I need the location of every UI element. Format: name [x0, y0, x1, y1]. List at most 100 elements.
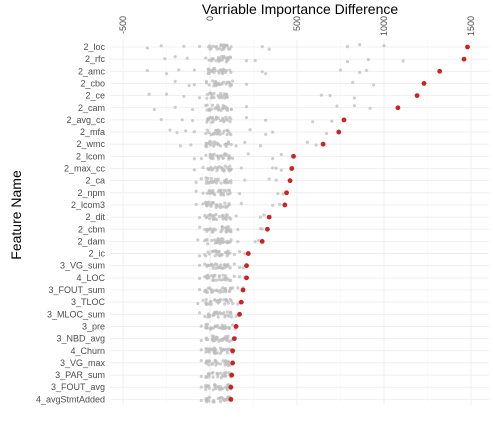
- jitter-point: [228, 289, 232, 293]
- jitter-point: [173, 55, 177, 59]
- jitter-point: [218, 362, 223, 366]
- highlight-point: [228, 396, 234, 402]
- highlight-point: [395, 105, 401, 111]
- jitter-point: [209, 140, 214, 145]
- y-tick-label: 2_lcom3: [71, 200, 105, 210]
- jitter-point: [184, 129, 188, 133]
- jitter-point: [224, 144, 228, 149]
- jitter-point: [311, 120, 315, 124]
- jitter-point: [211, 188, 215, 192]
- jitter-point: [210, 249, 214, 253]
- jitter-point: [219, 43, 223, 47]
- jitter-point: [212, 398, 216, 403]
- jitter-point: [207, 67, 211, 71]
- jitter-point: [225, 44, 229, 48]
- jitter-point: [224, 362, 229, 366]
- jitter-point: [204, 297, 208, 302]
- jitter-point: [244, 82, 249, 86]
- jitter-point: [216, 361, 220, 365]
- jitter-point: [152, 107, 156, 112]
- jitter-point: [218, 239, 222, 243]
- jitter-point: [209, 263, 213, 267]
- jitter-point: [224, 95, 229, 99]
- jitter-point: [208, 227, 213, 231]
- x-tick-label: 500: [292, 16, 302, 31]
- jitter-point: [271, 157, 275, 161]
- highlight-point: [237, 311, 242, 317]
- jitter-point: [218, 58, 223, 62]
- jitter-point: [213, 80, 218, 84]
- jitter-point: [204, 81, 209, 85]
- highlight-point: [461, 56, 467, 62]
- x-tick-label: 1500: [466, 16, 476, 36]
- jitter-point: [231, 301, 235, 306]
- jitter-point: [264, 132, 268, 136]
- jitter-point: [199, 177, 203, 181]
- highlight-point: [284, 190, 289, 196]
- jitter-point: [224, 274, 228, 278]
- jitter-point: [260, 227, 264, 231]
- jitter-point: [234, 214, 238, 218]
- jitter-point: [237, 249, 242, 254]
- grid-layer: [110, 40, 489, 405]
- highlight-point: [336, 129, 342, 135]
- jitter-point: [231, 286, 235, 290]
- jitter-point: [226, 140, 231, 144]
- jitter-point: [213, 238, 217, 242]
- jitter-point: [248, 128, 252, 132]
- jitter-point: [271, 203, 275, 207]
- jitter-point: [217, 157, 221, 161]
- jitter-point: [203, 239, 207, 243]
- jitter-point: [219, 166, 224, 170]
- jitter-point: [243, 252, 247, 256]
- highlight-point: [230, 348, 236, 354]
- jitter-point: [330, 119, 334, 123]
- jitter-point: [213, 228, 218, 232]
- jitter-point: [232, 274, 236, 278]
- jitter-point: [227, 326, 231, 331]
- jitter-point: [276, 191, 280, 196]
- y-tick-label: 3_VG_sum: [60, 261, 105, 271]
- jitter-point: [203, 213, 207, 218]
- x-tick-label: -500: [118, 16, 128, 34]
- jitter-point: [168, 128, 172, 132]
- jitter-point: [182, 44, 186, 49]
- highlight-point: [245, 251, 251, 256]
- y-tick-label: 2_cbo: [80, 78, 105, 88]
- jitter-point: [358, 43, 362, 47]
- jitter-point: [197, 254, 202, 258]
- jitter-point: [211, 201, 215, 205]
- jitter-point: [204, 176, 208, 180]
- jitter-point: [206, 71, 210, 76]
- jitter-point: [244, 104, 249, 109]
- jitter-point: [204, 336, 209, 340]
- jitter-point: [366, 58, 370, 62]
- jitter-point: [241, 266, 245, 270]
- jitter-point: [194, 180, 198, 184]
- jitter-point: [234, 314, 238, 318]
- jitter-point: [221, 398, 225, 402]
- jitter-point: [231, 79, 235, 83]
- highlight-point: [233, 324, 239, 329]
- jitter-point: [214, 59, 218, 63]
- highlight-point: [437, 68, 443, 74]
- y-tick-label: 2_rfc: [85, 54, 106, 64]
- jitter-point: [227, 80, 231, 84]
- jitter-point: [192, 157, 196, 161]
- jitter-point: [229, 299, 233, 303]
- jitter-point: [199, 324, 203, 328]
- highlight-point: [265, 226, 270, 232]
- jitter-point: [219, 69, 224, 73]
- jitter-point: [228, 216, 232, 220]
- highlight-point: [266, 214, 272, 220]
- y-tick-label: 3_FOUT_avg: [51, 382, 105, 392]
- jitter-point: [220, 107, 225, 111]
- jitter-point: [204, 359, 209, 363]
- x-tick-label: 0: [205, 16, 215, 21]
- jitter-point: [210, 176, 214, 181]
- jitter-point: [205, 93, 209, 97]
- jitter-point: [209, 107, 214, 111]
- jitter-point: [224, 278, 228, 282]
- jitter-point: [218, 351, 222, 355]
